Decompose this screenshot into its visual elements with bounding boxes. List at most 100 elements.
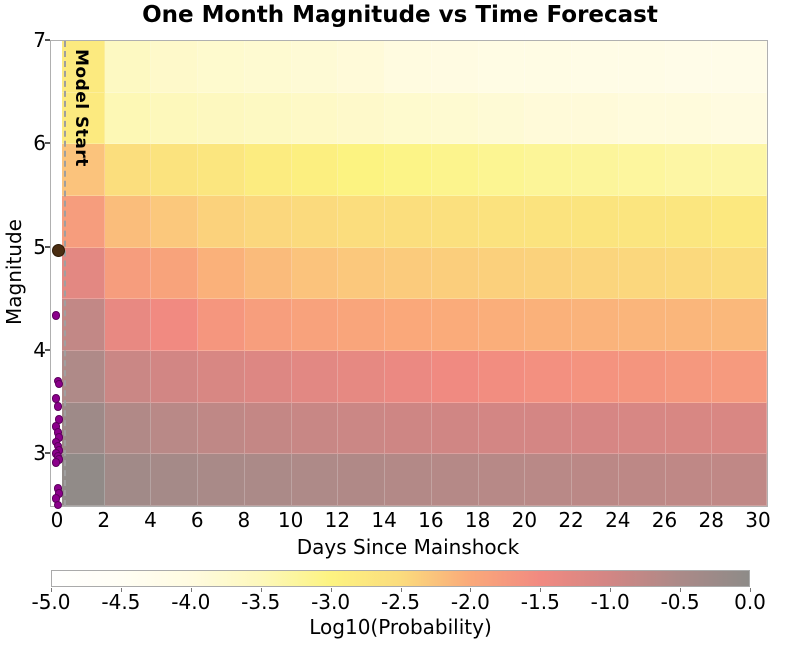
heatmap-cell <box>244 402 292 455</box>
x-tick-label: 10 <box>277 508 304 532</box>
colorbar-tick-mark <box>190 588 192 592</box>
heatmap-cell <box>198 41 245 93</box>
x-tick-label: 28 <box>698 508 724 532</box>
heatmap-cell <box>712 144 767 196</box>
heatmap-cell <box>338 247 386 300</box>
heatmap-cell <box>104 351 152 403</box>
heatmap-cell <box>665 144 713 196</box>
heatmap-cell <box>618 247 666 300</box>
x-tick-label: 26 <box>651 508 678 532</box>
colorbar-tick-label: -1.5 <box>520 590 560 614</box>
y-axis-label: Magnitude <box>2 219 26 325</box>
heatmap-cell <box>525 92 573 145</box>
heatmap-cell <box>665 92 713 145</box>
heatmap-cell <box>572 144 619 196</box>
heatmap-cell <box>712 92 767 145</box>
heatmap-cell <box>338 454 386 506</box>
colorbar-label: Log10(Probability) <box>309 615 492 639</box>
heatmap-cell <box>665 196 713 248</box>
heatmap-cell <box>338 402 386 455</box>
heatmap-cell <box>431 402 479 455</box>
heatmap-cell <box>478 402 526 455</box>
heatmap-cell <box>244 351 292 403</box>
x-tick-label: 20 <box>511 508 538 532</box>
colorbar-tick-label: -5.0 <box>31 590 71 614</box>
x-tick-label: 18 <box>464 508 491 532</box>
heatmap-cell <box>244 41 292 93</box>
heatmap-cell <box>712 454 767 506</box>
heatmap-cell <box>478 41 526 93</box>
colorbar-tick-mark <box>260 588 262 592</box>
heatmap-cell <box>385 144 432 196</box>
heatmap-cell <box>104 247 152 300</box>
heatmap-cell <box>385 247 432 300</box>
heatmap-cell <box>338 41 386 93</box>
heatmap-cell <box>712 402 767 455</box>
heatmap-cell <box>385 351 432 403</box>
x-tick-label: 24 <box>605 508 631 532</box>
heatmap-cell <box>618 299 666 351</box>
colorbar-tick-mark <box>400 588 402 592</box>
y-tick-mark <box>45 142 50 145</box>
heatmap-cell <box>244 92 292 145</box>
heatmap-cell <box>572 299 619 351</box>
heatmap-cell <box>198 144 245 196</box>
heatmap-cell <box>151 41 199 93</box>
heatmap-cell <box>151 454 199 506</box>
colorbar-tick-mark <box>120 588 122 592</box>
colorbar-tick-label: -1.0 <box>590 590 630 614</box>
heatmap-cell <box>104 92 152 145</box>
heatmap-cell <box>525 247 573 300</box>
heatmap-cell <box>291 351 339 403</box>
heatmap-cell <box>104 402 152 455</box>
colorbar-tick-label: -2.0 <box>450 590 490 614</box>
y-tick-mark <box>45 349 50 351</box>
colorbar-tick-label: -4.0 <box>171 590 211 614</box>
heatmap-cell <box>61 402 105 455</box>
aftershock-point <box>53 402 63 412</box>
heatmap-cell <box>61 351 105 403</box>
heatmap-cell <box>525 144 573 196</box>
heatmap-cell <box>198 402 245 455</box>
heatmap-cell <box>431 41 479 93</box>
heatmap-cell <box>198 454 245 506</box>
plot-area: Model Start <box>50 40 768 510</box>
colorbar-gradient <box>51 570 750 587</box>
heatmap-cell <box>61 247 105 300</box>
colorbar-tick-label: 0.0 <box>734 590 766 614</box>
heatmap-cell <box>151 402 199 455</box>
heatmap-cell <box>572 351 619 403</box>
heatmap-cell <box>665 402 713 455</box>
chart-title: One Month Magnitude vs Time Forecast <box>142 2 658 28</box>
model-start-line <box>64 41 67 506</box>
heatmap-cell <box>478 92 526 145</box>
heatmap-cell <box>572 196 619 248</box>
heatmap-cell <box>665 41 713 93</box>
colorbar-tick-mark <box>330 588 332 592</box>
x-tick-label: 4 <box>144 508 157 532</box>
y-tick-label: 6 <box>33 131 46 156</box>
heatmap-cell <box>572 92 619 145</box>
x-tick-label: 0 <box>50 508 64 532</box>
x-tick-label: 2 <box>97 508 111 532</box>
aftershock-point <box>51 311 61 321</box>
heatmap-cell <box>431 454 479 506</box>
heatmap-cell <box>431 351 479 403</box>
heatmap-cell <box>104 41 152 93</box>
heatmap-cell <box>525 351 573 403</box>
heatmap-cell <box>198 247 245 300</box>
x-axis-label: Days Since Mainshock <box>296 535 520 559</box>
heatmap-cell <box>198 92 245 145</box>
heatmap-cell <box>431 299 479 351</box>
colorbar-tick-label: -2.5 <box>380 590 421 614</box>
x-tick-label: 14 <box>371 508 397 532</box>
heatmap-cell <box>244 454 292 506</box>
heatmap-cell <box>618 92 666 145</box>
heatmap-cell <box>338 92 386 145</box>
heatmap-cell <box>151 299 199 351</box>
heatmap-cell <box>291 92 339 145</box>
heatmap-cell <box>525 299 573 351</box>
heatmap-cell <box>291 196 339 248</box>
heatmap-cell <box>338 299 386 351</box>
heatmap-cell <box>712 247 767 300</box>
